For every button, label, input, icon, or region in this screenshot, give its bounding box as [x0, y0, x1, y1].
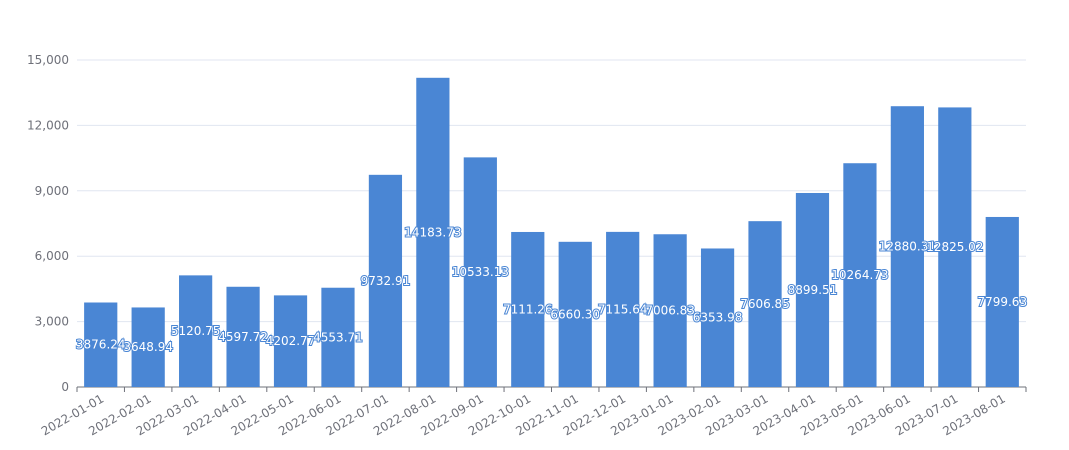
y-tick-label: 9,000 — [35, 184, 69, 198]
bar — [938, 107, 972, 388]
bar — [84, 302, 118, 387]
bar — [179, 275, 213, 387]
bar — [558, 241, 592, 387]
value-label: 4597.72 — [218, 330, 268, 344]
bar — [321, 287, 355, 387]
value-label: 12825.02 — [926, 240, 983, 254]
value-label: 6660.30 — [550, 307, 600, 321]
value-label: 7006.83 — [645, 304, 695, 318]
value-label: 7799.63 — [977, 295, 1027, 309]
value-label: 4553.71 — [313, 330, 363, 344]
y-tick-label: 12,000 — [27, 118, 69, 132]
value-label: 10533.13 — [452, 265, 509, 279]
value-label: 7111.26 — [503, 302, 553, 316]
value-label: 4202.77 — [266, 334, 316, 348]
bar — [273, 295, 308, 387]
y-tick-label: 3,000 — [35, 315, 69, 329]
value-label: 14183.73 — [404, 225, 461, 239]
bar — [700, 248, 735, 387]
y-tick-label: 0 — [61, 380, 69, 394]
value-label: 6353.98 — [693, 311, 743, 325]
bar — [463, 157, 497, 387]
value-label: 5120.75 — [171, 324, 221, 338]
bar — [748, 221, 782, 387]
value-label: 10264.73 — [831, 268, 888, 282]
bar — [131, 307, 165, 387]
y-tick-label: 6,000 — [35, 249, 69, 263]
bar — [226, 286, 260, 387]
value-label: 7115.64 — [598, 302, 648, 316]
bar — [985, 216, 1019, 387]
value-label: 3648.94 — [123, 340, 173, 354]
bar — [511, 231, 545, 387]
value-label: 3876.24 — [76, 338, 126, 352]
bar — [843, 163, 877, 387]
bar — [653, 234, 687, 387]
y-tick-label: 15,000 — [27, 53, 69, 67]
bar — [416, 77, 450, 388]
bar — [606, 231, 640, 387]
bar — [795, 192, 830, 387]
value-label: 8899.51 — [788, 283, 838, 297]
bar — [890, 106, 924, 388]
bar — [368, 174, 403, 387]
value-label: 7606.85 — [740, 297, 790, 311]
value-label: 9732.91 — [361, 274, 411, 288]
value-label: 12880.31 — [879, 240, 936, 254]
